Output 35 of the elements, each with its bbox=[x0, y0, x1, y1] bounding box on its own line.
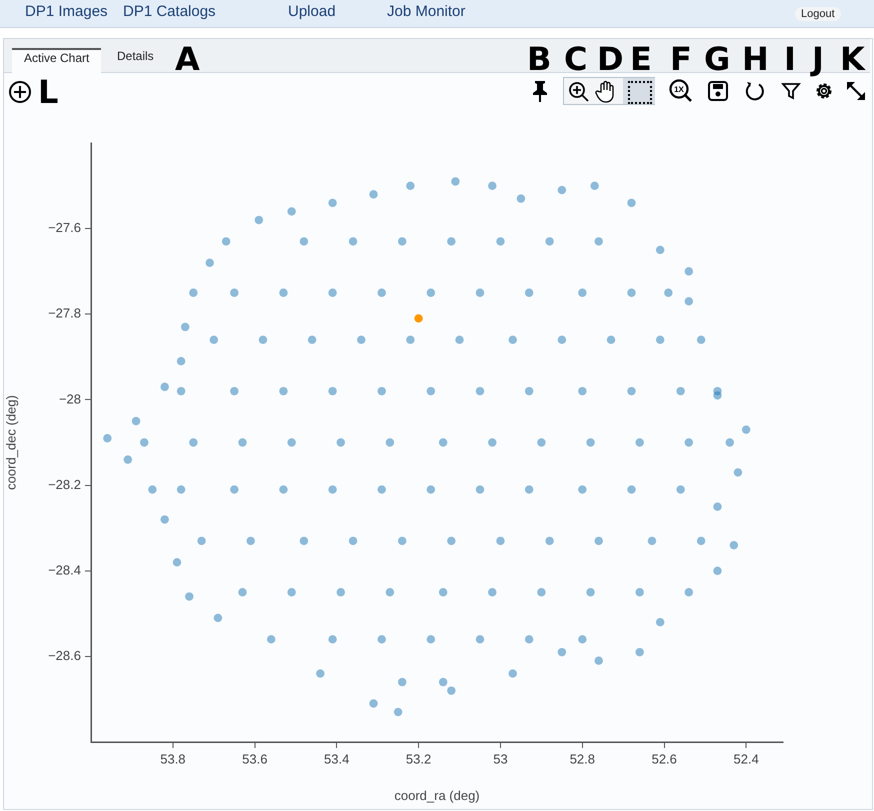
y-tick-label: −28.6 bbox=[48, 648, 81, 664]
y-tick-label: −28.2 bbox=[48, 476, 81, 492]
text: A bbox=[175, 40, 200, 78]
text: Active Chart bbox=[12, 48, 102, 74]
text: G bbox=[704, 40, 730, 78]
x-tick-label: 53.8 bbox=[160, 751, 186, 766]
text: Upload bbox=[288, 3, 336, 20]
text: B bbox=[527, 40, 552, 78]
x-tick-label: 52.4 bbox=[733, 751, 759, 766]
text: H bbox=[742, 40, 769, 78]
text: DP1 Images bbox=[25, 3, 108, 20]
text: F bbox=[670, 40, 692, 78]
text: Job Monitor bbox=[387, 3, 466, 20]
x-tick-label: 53.6 bbox=[242, 751, 268, 766]
text: K bbox=[840, 40, 865, 78]
x-tick-label: 52.8 bbox=[570, 751, 596, 766]
text: Details bbox=[117, 49, 154, 63]
text: D bbox=[597, 40, 624, 78]
y-tick-label: −28.4 bbox=[48, 562, 81, 578]
y-tick-label: −27.8 bbox=[48, 306, 81, 321]
x-tick-label: 53.4 bbox=[324, 751, 350, 766]
text: J bbox=[812, 40, 824, 78]
text: I bbox=[784, 40, 796, 78]
y-tick-label: −27.6 bbox=[48, 220, 81, 236]
text: L bbox=[38, 73, 58, 111]
x-tick-label: 52.6 bbox=[652, 751, 677, 766]
x-tick-label: 53.2 bbox=[406, 751, 432, 766]
text: DP1 Catalogs bbox=[123, 3, 216, 20]
text: Logout bbox=[795, 7, 841, 21]
x-axis-title: coord_ra (deg) bbox=[394, 788, 480, 803]
y-tick-label: −28 bbox=[58, 391, 81, 406]
text: C bbox=[564, 40, 588, 78]
y-axis-title: coord_dec (deg) bbox=[3, 395, 18, 490]
x-tick-label: 53 bbox=[493, 751, 508, 766]
text: E bbox=[630, 40, 652, 78]
